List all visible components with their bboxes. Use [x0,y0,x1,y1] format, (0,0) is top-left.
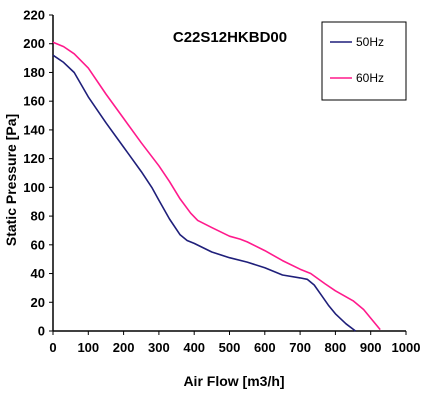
y-tick-label: 140 [23,122,45,137]
y-tick-label: 60 [31,237,45,252]
x-tick-label: 900 [360,340,382,355]
y-tick-label: 160 [23,94,45,109]
legend-label: 60Hz [356,71,384,85]
legend-box [321,21,407,101]
x-tick-label: 600 [254,340,276,355]
x-tick-label: 1000 [392,340,421,355]
y-axis-title: Static Pressure [Pa] [3,114,19,246]
x-tick-label: 0 [49,340,56,355]
x-tick-label: 800 [325,340,347,355]
x-tick-label: 700 [289,340,311,355]
legend-label: 50Hz [356,35,384,49]
chart-title: C22S12HKBD00 [173,29,287,46]
y-tick-label: 80 [31,209,45,224]
x-tick-label: 200 [113,340,135,355]
y-tick-label: 120 [23,151,45,166]
y-tick-label: 100 [23,180,45,195]
x-tick-label: 100 [77,340,99,355]
series-line-60hz [52,41,381,331]
x-tick-label: 400 [183,340,205,355]
x-tick-label: 300 [148,340,170,355]
series-line-50hz [52,54,356,332]
y-tick-label: 200 [23,36,45,51]
y-tick-label: 220 [23,8,45,23]
y-tick-label: 40 [31,266,45,281]
y-tick-label: 0 [38,324,45,339]
y-tick-label: 20 [31,295,45,310]
x-tick-label: 500 [219,340,241,355]
x-axis-title: Air Flow [m3/h] [183,373,284,389]
y-tick-label: 180 [23,65,45,80]
